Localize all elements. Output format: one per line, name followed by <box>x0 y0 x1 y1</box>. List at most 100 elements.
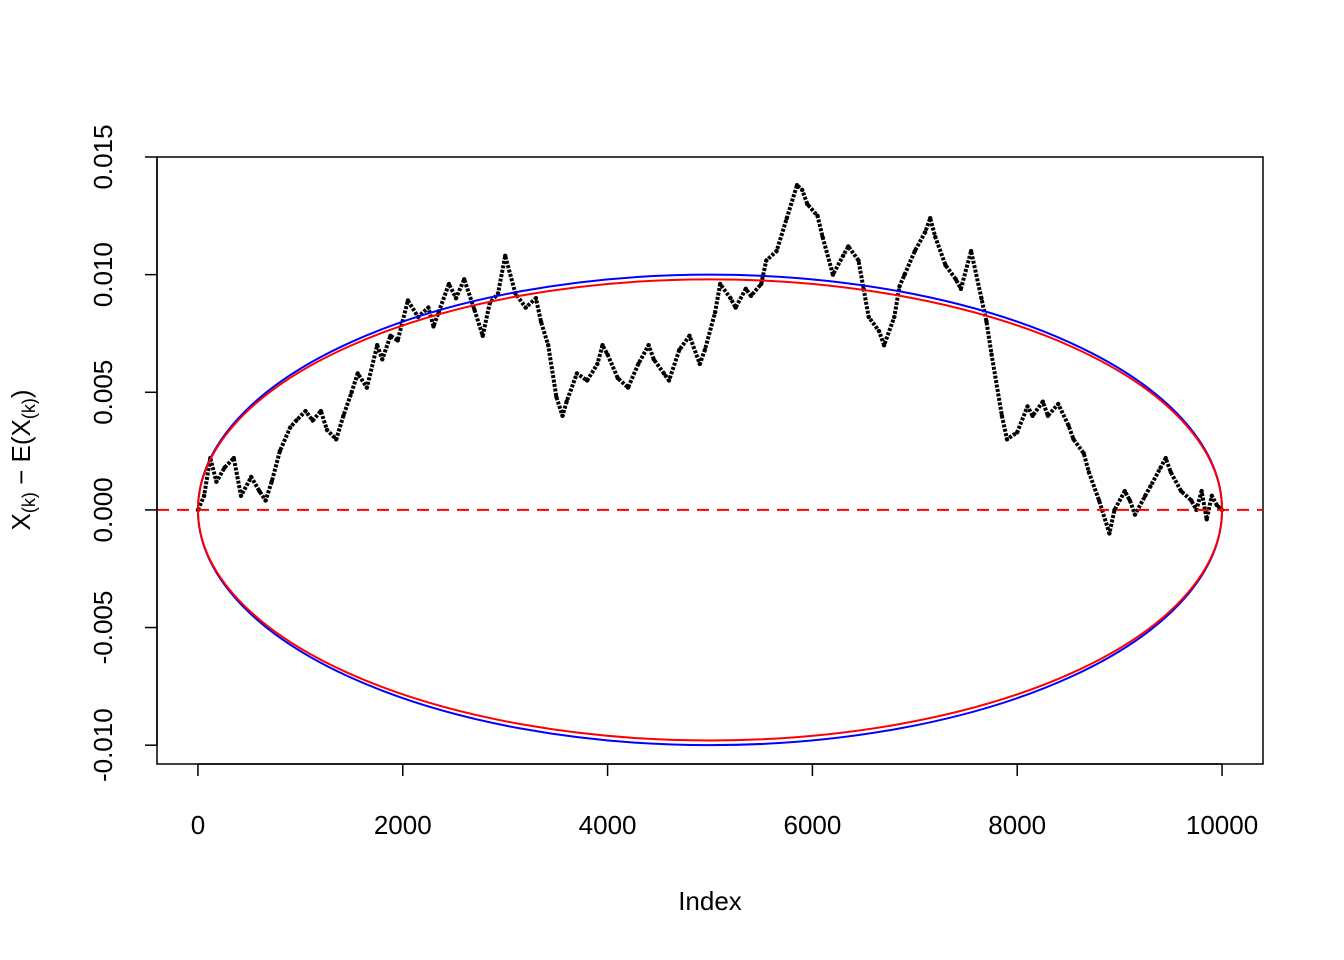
data-point <box>1132 512 1138 517</box>
data-point <box>764 258 769 263</box>
data-point <box>1178 488 1184 494</box>
data-point <box>1194 507 1199 513</box>
data-point <box>1081 451 1087 456</box>
data-point <box>933 234 938 240</box>
y-tick-label: -0.005 <box>88 591 118 665</box>
data-point <box>794 183 800 188</box>
x-tick-label: 4000 <box>579 810 637 840</box>
data-point <box>472 307 477 313</box>
data-point <box>538 319 544 324</box>
data-point <box>1086 470 1092 475</box>
data-point <box>759 281 764 287</box>
data-series-line <box>196 183 1224 536</box>
data-point <box>238 493 244 498</box>
data-point <box>728 296 733 301</box>
data-point <box>876 328 882 334</box>
data-point <box>1112 507 1117 513</box>
data-point <box>805 201 810 207</box>
data-point <box>1148 484 1153 489</box>
svg-text:X(k) − E(X(k)): X(k) − E(X(k)) <box>6 390 39 531</box>
data-point <box>1056 401 1061 407</box>
data-point <box>294 418 299 423</box>
data-point <box>1127 498 1133 503</box>
data-point <box>989 352 994 357</box>
data-point <box>324 427 330 433</box>
data-point <box>984 319 989 324</box>
data-point <box>257 488 262 494</box>
data-point <box>1189 498 1194 503</box>
data-point <box>1214 503 1220 508</box>
data-point <box>249 474 254 480</box>
data-point <box>605 352 610 357</box>
data-point <box>651 357 656 362</box>
x-tick-label: 10000 <box>1186 810 1258 840</box>
data-point <box>405 298 411 303</box>
x-tick-label: 6000 <box>783 810 841 840</box>
data-point <box>743 286 748 291</box>
y-tick-label: 0.005 <box>88 360 118 425</box>
data-point <box>600 343 605 348</box>
data-point <box>625 385 631 390</box>
data-point <box>349 390 354 395</box>
data-point <box>800 187 805 193</box>
data-point <box>269 479 274 484</box>
data-point <box>1071 437 1076 442</box>
data-point <box>277 448 283 454</box>
data-point <box>615 376 620 381</box>
data-point <box>480 333 485 338</box>
x-tick-label: 8000 <box>988 810 1046 840</box>
data-point <box>666 378 672 383</box>
data-point <box>1199 488 1204 494</box>
data-point <box>574 371 580 376</box>
data-point <box>718 281 723 287</box>
data-point <box>364 385 370 390</box>
y-tick-label: -0.010 <box>88 708 118 782</box>
data-point <box>979 296 984 301</box>
data-point <box>697 361 702 367</box>
data-point <box>733 305 738 310</box>
x-axis: 0 2000 4000 6000 8000 10000 <box>191 763 1258 840</box>
data-point <box>310 418 315 423</box>
data-point <box>661 371 667 376</box>
data-point <box>462 277 467 282</box>
data-point <box>201 493 207 498</box>
data-point <box>1107 531 1112 536</box>
data-point <box>214 479 219 484</box>
data-point <box>999 413 1005 418</box>
data-point <box>1163 455 1168 461</box>
data-point <box>958 286 964 291</box>
data-point <box>355 371 360 376</box>
data-point <box>953 277 958 282</box>
data-point <box>564 399 569 404</box>
data-point <box>897 284 902 289</box>
data-point <box>1209 493 1215 498</box>
x-axis-label: Index <box>678 886 742 916</box>
data-point <box>1040 399 1046 404</box>
data-point <box>287 425 293 430</box>
data-point <box>533 296 539 301</box>
series-layer <box>157 183 1263 747</box>
data-point <box>388 333 393 338</box>
data-point <box>380 357 385 362</box>
data-point <box>1168 470 1174 475</box>
data-point <box>1158 465 1163 470</box>
data-point <box>503 253 508 258</box>
data-point <box>263 498 268 503</box>
data-point <box>395 338 400 343</box>
y-tick-label: 0.000 <box>88 477 118 542</box>
data-point <box>892 314 897 320</box>
data-point <box>1030 413 1035 418</box>
data-point <box>943 263 948 268</box>
data-point <box>584 378 590 383</box>
y-tick-label: 0.015 <box>88 124 118 189</box>
data-point <box>646 343 651 348</box>
data-point <box>677 347 682 353</box>
plot-frame <box>156 156 1264 765</box>
data-point <box>1204 517 1209 522</box>
x-tick-label: 0 <box>191 810 205 840</box>
data-point <box>546 343 551 348</box>
data-point <box>784 216 789 221</box>
data-point <box>774 248 779 254</box>
data-point <box>922 230 928 235</box>
y-axis: -0.010 -0.005 0.000 0.005 0.010 0.015 <box>88 124 158 782</box>
